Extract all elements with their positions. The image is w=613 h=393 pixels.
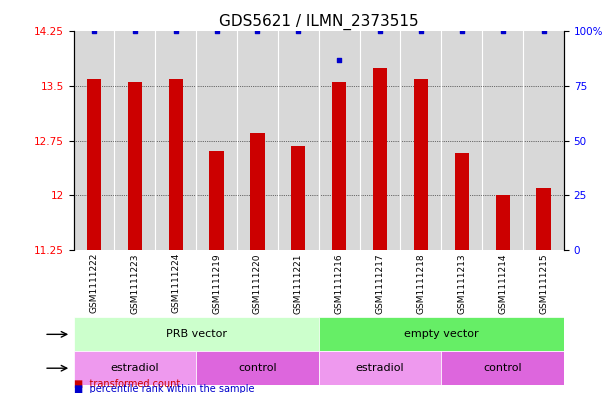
Text: GSM1111216: GSM1111216 xyxy=(335,253,344,314)
Text: GSM1111215: GSM1111215 xyxy=(539,253,548,314)
Text: ■  percentile rank within the sample: ■ percentile rank within the sample xyxy=(74,384,254,393)
Point xyxy=(294,28,303,35)
Bar xyxy=(128,83,142,250)
Bar xyxy=(455,153,469,250)
Text: GSM1111223: GSM1111223 xyxy=(131,253,139,314)
Bar xyxy=(319,318,564,351)
Bar xyxy=(169,79,183,250)
Text: GSM1111213: GSM1111213 xyxy=(457,253,466,314)
Bar xyxy=(87,79,101,250)
Text: GSM1111224: GSM1111224 xyxy=(171,253,180,314)
Text: GSM1111217: GSM1111217 xyxy=(376,253,384,314)
Text: GSM1111218: GSM1111218 xyxy=(416,253,425,314)
Text: GSM1111220: GSM1111220 xyxy=(253,253,262,314)
Text: estradiol: estradiol xyxy=(110,363,159,373)
Bar xyxy=(332,83,346,250)
Text: empty vector: empty vector xyxy=(404,329,479,339)
Point xyxy=(539,28,549,35)
Bar xyxy=(74,318,319,351)
Bar xyxy=(536,188,550,250)
Text: GSM1111219: GSM1111219 xyxy=(212,253,221,314)
Bar xyxy=(250,133,265,250)
Bar xyxy=(291,146,305,250)
Point xyxy=(498,28,508,35)
Bar xyxy=(210,151,224,250)
Text: PRB vector: PRB vector xyxy=(166,329,227,339)
Text: estradiol: estradiol xyxy=(356,363,405,373)
Bar xyxy=(495,195,510,250)
Text: GSM1111221: GSM1111221 xyxy=(294,253,303,314)
Title: GDS5621 / ILMN_2373515: GDS5621 / ILMN_2373515 xyxy=(219,14,419,30)
Text: control: control xyxy=(483,363,522,373)
Text: control: control xyxy=(238,363,277,373)
Point xyxy=(416,28,426,35)
Point xyxy=(130,28,140,35)
Bar xyxy=(414,79,428,250)
Bar xyxy=(373,68,387,250)
Point xyxy=(334,57,344,63)
Text: GSM1111222: GSM1111222 xyxy=(89,253,99,314)
Text: ■  transformed count: ■ transformed count xyxy=(74,379,180,389)
Text: GSM1111214: GSM1111214 xyxy=(498,253,507,314)
Point xyxy=(211,28,221,35)
Bar xyxy=(196,351,319,385)
Bar xyxy=(319,351,441,385)
Point xyxy=(89,28,99,35)
Point xyxy=(171,28,181,35)
Point xyxy=(375,28,385,35)
Point xyxy=(457,28,466,35)
Point xyxy=(253,28,262,35)
Bar xyxy=(441,351,564,385)
Bar xyxy=(74,351,196,385)
